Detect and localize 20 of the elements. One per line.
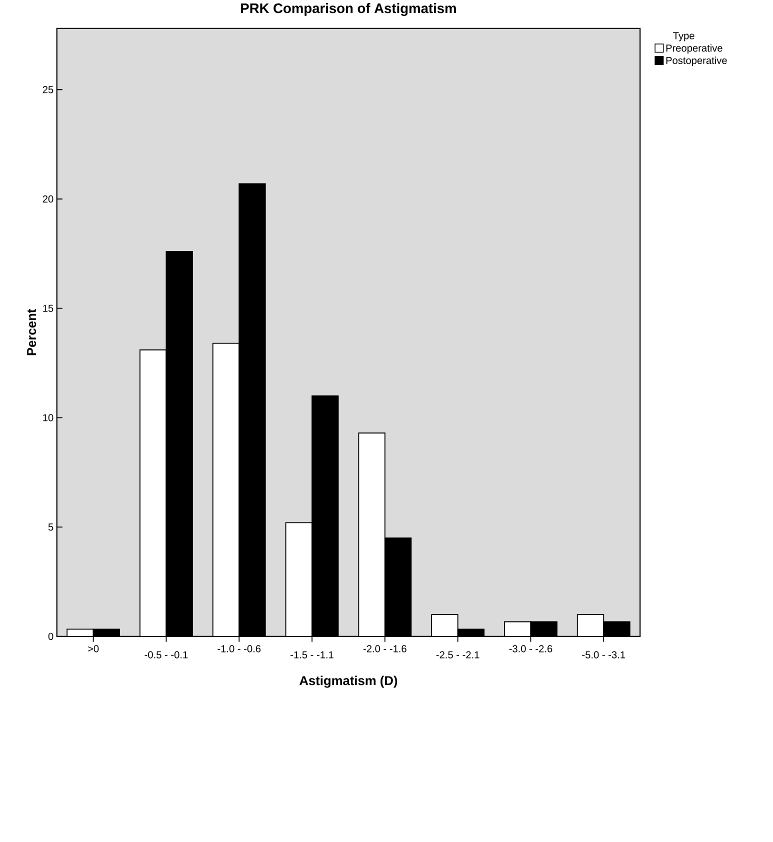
y-tick-label: 25 [42,86,54,94]
y-tick-label: 10 [42,414,54,422]
y-tick-label: 20 [42,195,54,203]
x-tick-label: -0.5 - -0.1 [144,651,188,658]
y-axis-title: Percent [26,308,36,356]
legend-label: Postoperative [666,56,727,66]
legend-title: Type [672,32,694,42]
x-axis-title: Astigmatism (D) [299,676,397,688]
y-tick-label: 0 [48,632,54,640]
x-tick-label: -3.0 - -2.6 [509,645,552,652]
x-tick-label: -2.0 - -1.6 [363,645,406,652]
y-tick-label: 5 [48,524,54,531]
x-tick-label: -1.0 - -0.6 [218,645,260,652]
x-tick-label: >0 [88,645,99,652]
legend-label: Preoperative [666,44,722,54]
chart-title: PRK Comparison of Astigmatism [240,3,456,16]
y-tick-label: 15 [42,304,54,312]
x-tick-label: -1.5 - -1.1 [290,651,334,658]
x-tick-label: -5.0 - -3.1 [582,651,625,658]
x-tick-label: -2.5 - -2.1 [436,651,480,658]
